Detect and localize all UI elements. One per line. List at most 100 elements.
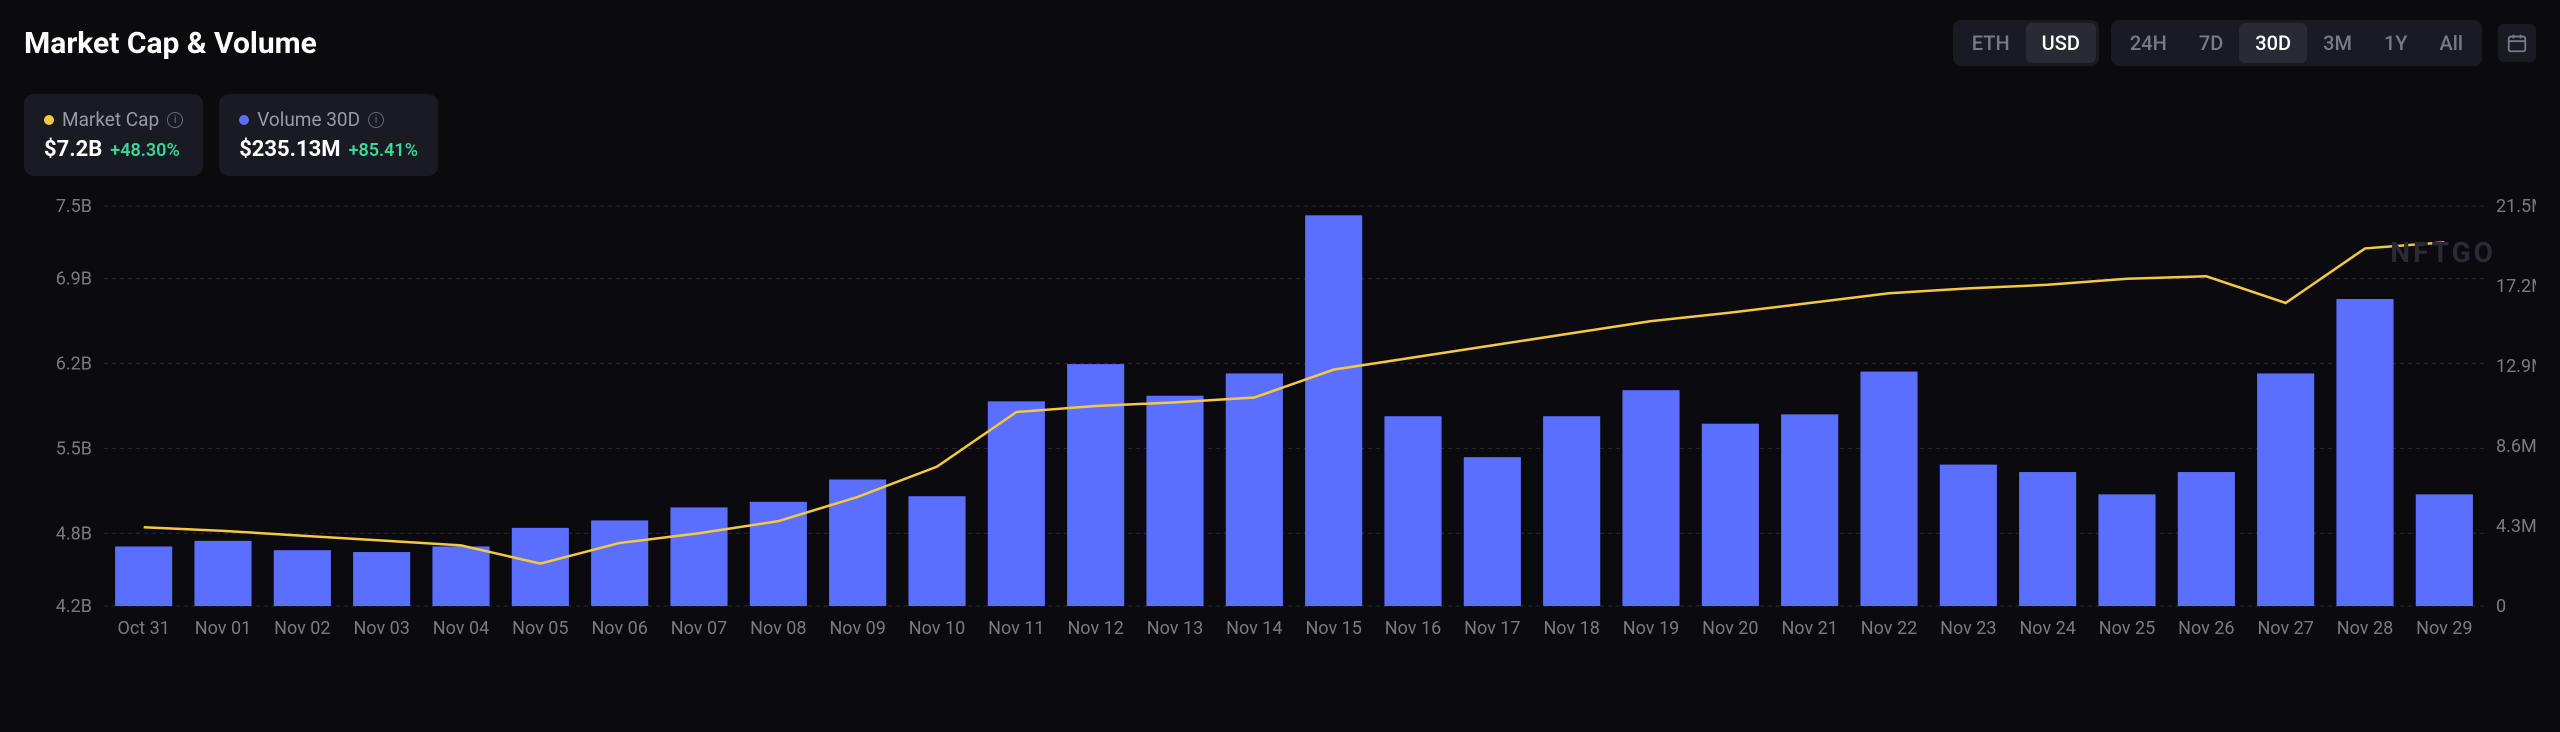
x-axis-label: Nov 21 [1781,618,1837,639]
x-axis-label: Nov 23 [1940,618,1996,639]
volume-bar[interactable] [115,546,172,606]
svg-text:4.8B: 4.8B [56,523,92,544]
svg-text:8.6M: 8.6M [2496,436,2536,457]
volume-bar[interactable] [1543,416,1600,606]
x-axis-label: Nov 22 [1861,618,1917,639]
volume-change: +85.41% [349,140,418,161]
volume-bar[interactable] [2257,373,2314,606]
x-axis-label: Nov 07 [671,618,727,639]
x-axis-label: Nov 02 [274,618,330,639]
volume-label: Volume 30D [257,108,360,131]
volume-bar[interactable] [1384,416,1441,606]
x-axis-label: Nov 26 [2178,618,2234,639]
volume-bar[interactable] [1622,390,1679,606]
x-axis-label: Nov 12 [1067,618,1123,639]
x-axis-label: Nov 18 [1543,618,1599,639]
x-axis-label: Nov 19 [1623,618,1679,639]
volume-bar[interactable] [2336,299,2393,606]
x-axis-label: Nov 05 [512,618,568,639]
x-axis-label: Nov 08 [750,618,806,639]
x-axis-label: Nov 14 [1226,618,1282,639]
volume-bar[interactable] [353,552,410,606]
volume-bar[interactable] [274,550,331,606]
volume-bar[interactable] [1226,373,1283,606]
x-axis-label: Nov 01 [195,618,251,639]
svg-text:17.2M: 17.2M [2496,276,2536,297]
range-toggle: 24H7D30D3M1YAll [2111,20,2482,66]
range-option-30d[interactable]: 30D [2239,23,2307,63]
volume-card[interactable]: Volume 30D i $235.13M +85.41% [219,94,438,176]
market-cap-label: Market Cap [62,108,159,131]
info-icon[interactable]: i [368,112,384,128]
range-option-3m[interactable]: 3M [2307,23,2368,63]
x-axis-label: Nov 03 [353,618,409,639]
svg-text:4.2B: 4.2B [56,596,92,617]
market-cap-value: $7.2B [44,137,102,162]
svg-text:6.9B: 6.9B [56,269,92,290]
x-axis-label: Nov 28 [2337,618,2393,639]
volume-bar[interactable] [750,502,807,606]
currency-toggle: ETHUSD [1953,20,2099,66]
stats-row: Market Cap i $7.2B +48.30% Volume 30D i … [24,94,2536,176]
svg-text:12.9M: 12.9M [2496,356,2536,377]
volume-bar[interactable] [1860,372,1917,606]
svg-text:0: 0 [2496,596,2506,617]
x-axis-label: Nov 15 [1305,618,1361,639]
volume-bar[interactable] [2098,494,2155,606]
volume-bar[interactable] [1067,364,1124,606]
x-axis-label: Oct 31 [117,618,169,639]
combo-chart: 4.2B 4.8B 5.5B 6.2B 6.9B 7.5B 0 4.3M 8.6M 12.9M 17… [24,196,2536,666]
chart-controls: ETHUSD 24H7D30D3M1YAll [1953,20,2536,66]
range-option-1y[interactable]: 1Y [2368,23,2424,63]
svg-text:6.2B: 6.2B [56,354,92,375]
x-axis-label: Nov 06 [591,618,647,639]
x-axis-label: Nov 20 [1702,618,1758,639]
volume-dot [239,115,249,125]
range-option-24h[interactable]: 24H [2114,23,2183,63]
market-cap-dot [44,115,54,125]
volume-bar[interactable] [1781,414,1838,606]
svg-text:7.5B: 7.5B [56,196,92,217]
info-icon[interactable]: i [167,112,183,128]
volume-bar[interactable] [1305,215,1362,606]
x-axis-label: Nov 24 [2019,618,2075,639]
x-axis-label: Nov 10 [909,618,965,639]
volume-bar[interactable] [1940,465,1997,606]
chart-container: NFTGO 4.2B4.8B5.5B6.2B6.9B7.5B04.3M8.6M1… [24,196,2536,666]
volume-value: $235.13M [239,137,340,162]
volume-bar[interactable] [194,541,251,606]
volume-bar[interactable] [988,401,1045,606]
svg-text:4.3M: 4.3M [2496,516,2536,537]
svg-text:21.5M: 21.5M [2496,196,2536,217]
volume-bar[interactable] [2416,494,2473,606]
x-axis-label: Nov 16 [1385,618,1441,639]
volume-bar[interactable] [1146,396,1203,606]
volume-bar[interactable] [1464,457,1521,606]
range-option-7d[interactable]: 7D [2183,23,2239,63]
volume-bar[interactable] [512,528,569,606]
x-axis-label: Nov 25 [2099,618,2155,639]
volume-bar[interactable] [1702,424,1759,606]
market-cap-card[interactable]: Market Cap i $7.2B +48.30% [24,94,203,176]
market-cap-change: +48.30% [110,140,179,161]
currency-option-usd[interactable]: USD [2026,23,2096,63]
volume-bar[interactable] [2178,472,2235,606]
volume-bar[interactable] [670,507,727,606]
volume-bar[interactable] [432,546,489,606]
range-option-all[interactable]: All [2424,23,2479,63]
volume-bar[interactable] [829,479,886,606]
volume-bar[interactable] [2019,472,2076,606]
x-axis-label: Nov 17 [1464,618,1520,639]
x-axis-label: Nov 29 [2416,618,2472,639]
svg-text:5.5B: 5.5B [56,438,92,459]
x-axis-label: Nov 09 [829,618,885,639]
x-axis-label: Nov 27 [2257,618,2313,639]
calendar-icon[interactable] [2498,24,2536,62]
volume-bar[interactable] [908,496,965,606]
volume-bar[interactable] [591,520,648,606]
x-axis-label: Nov 11 [988,618,1044,639]
page-title: Market Cap & Volume [24,26,317,61]
currency-option-eth[interactable]: ETH [1956,23,2026,63]
x-axis-label: Nov 04 [433,618,489,639]
x-axis-label: Nov 13 [1147,618,1203,639]
